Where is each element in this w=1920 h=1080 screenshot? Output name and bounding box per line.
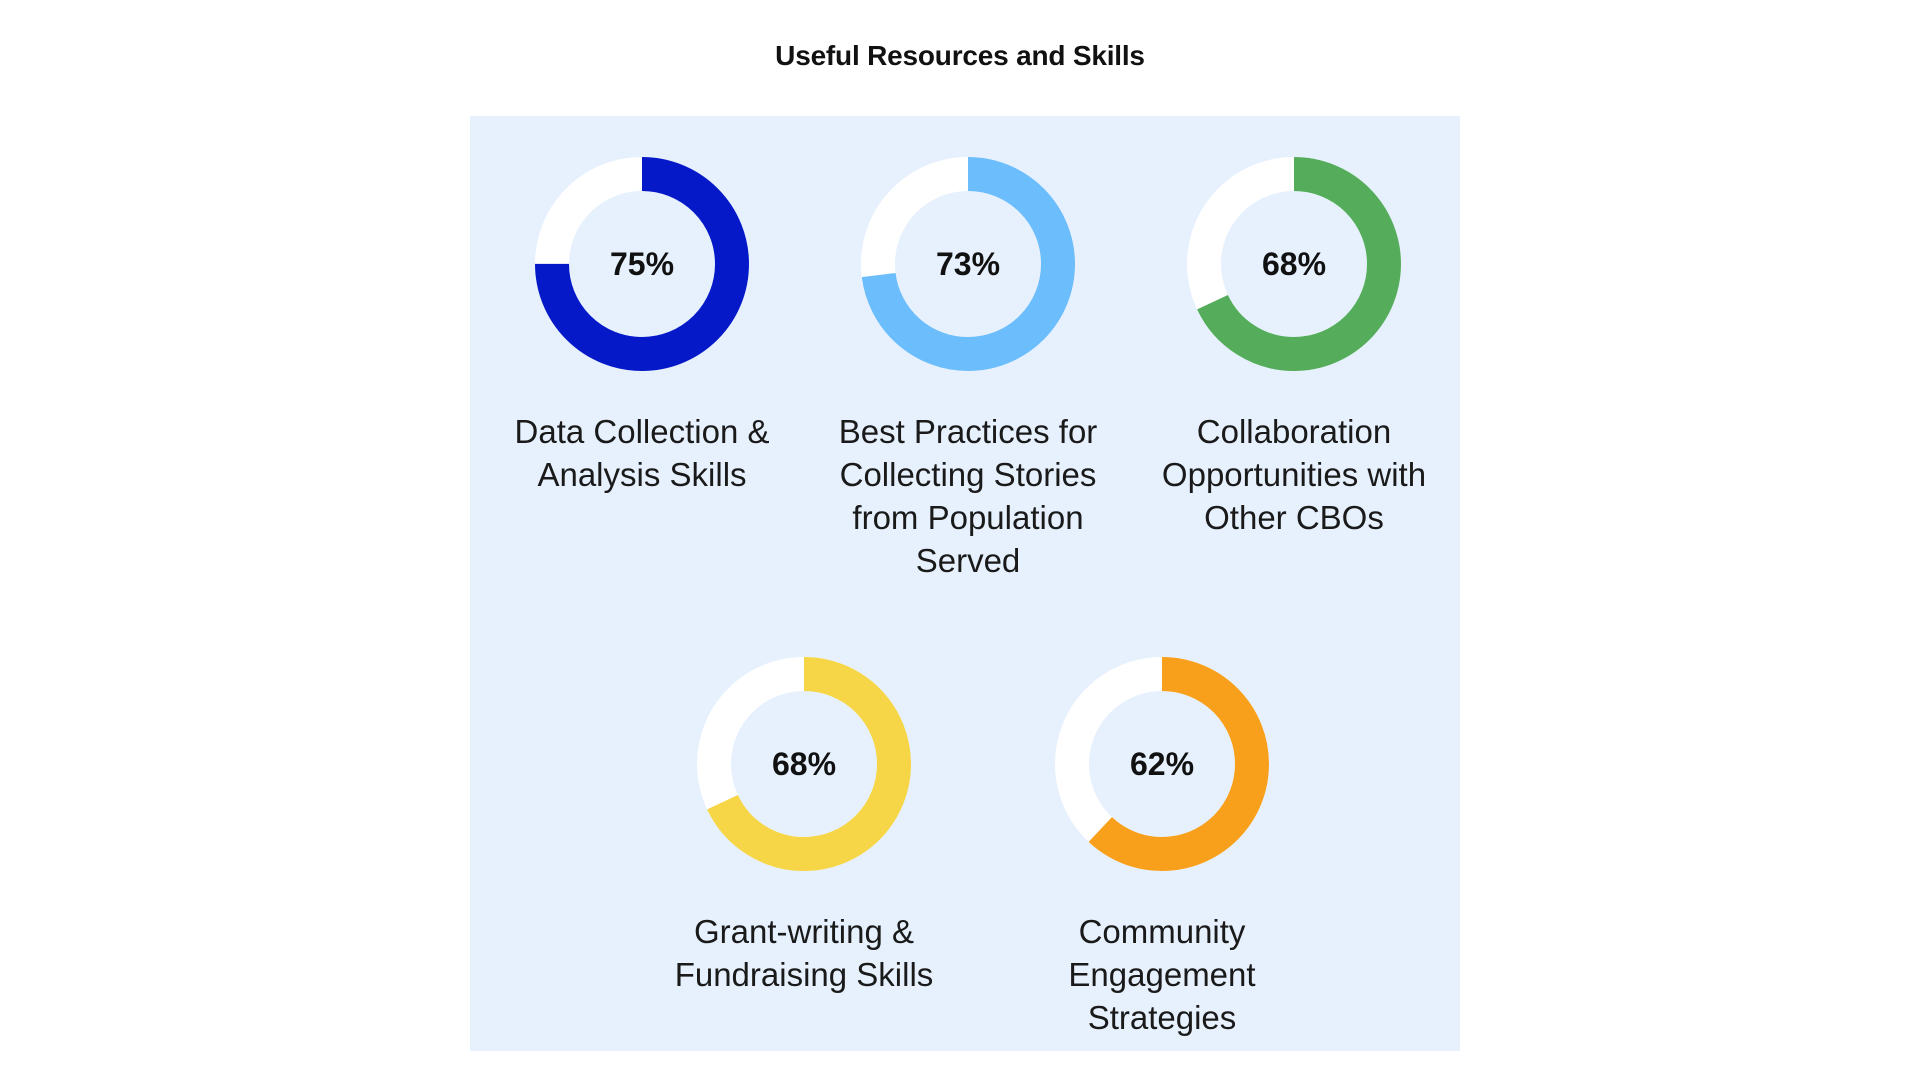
value-label: 73% (936, 246, 1000, 282)
donut-arc (535, 157, 749, 371)
chart-title: Useful Resources and Skills (775, 40, 1145, 71)
value-label: 62% (1130, 746, 1194, 782)
donut-chart-collaboration: 68% (1187, 157, 1401, 371)
value-label: 68% (772, 746, 836, 782)
category-label: Data Collection & Analysis Skills (514, 413, 770, 493)
donut-arc (1187, 157, 1401, 371)
category-label: Best Practices for Collecting Stories fr… (838, 413, 1098, 579)
value-label: 75% (610, 246, 674, 282)
category-label: Grant-writing & Fundraising Skills (674, 913, 934, 993)
donut-arc (861, 157, 1075, 371)
category-label: Collaboration Opportunities with Other C… (1161, 413, 1427, 536)
donut-item-grant-writing: 68% Grant-writing & Fundraising Skills (654, 656, 954, 996)
donut-item-collaboration: 68% Collaboration Opportunities with Oth… (1144, 156, 1444, 539)
donut-item-best-practices: 73% Best Practices for Collecting Storie… (818, 156, 1118, 582)
donut-chart-community-engagement: 62% (1055, 657, 1269, 871)
chart-panel: 75% Data Collection & Analysis Skills 73… (470, 116, 1460, 1051)
donut-chart-grant-writing: 68% (697, 657, 911, 871)
donut-item-community-engagement: 62% Community Engagement Strategies (1012, 656, 1312, 1039)
category-label: Community Engagement Strategies (1068, 913, 1256, 1036)
donut-chart-data-collection: 75% (535, 157, 749, 371)
donut-arc (1055, 657, 1269, 871)
donut-chart-best-practices: 73% (861, 157, 1075, 371)
value-label: 68% (1262, 246, 1326, 282)
donut-item-data-collection: 75% Data Collection & Analysis Skills (492, 156, 792, 496)
donut-arc (697, 657, 911, 871)
